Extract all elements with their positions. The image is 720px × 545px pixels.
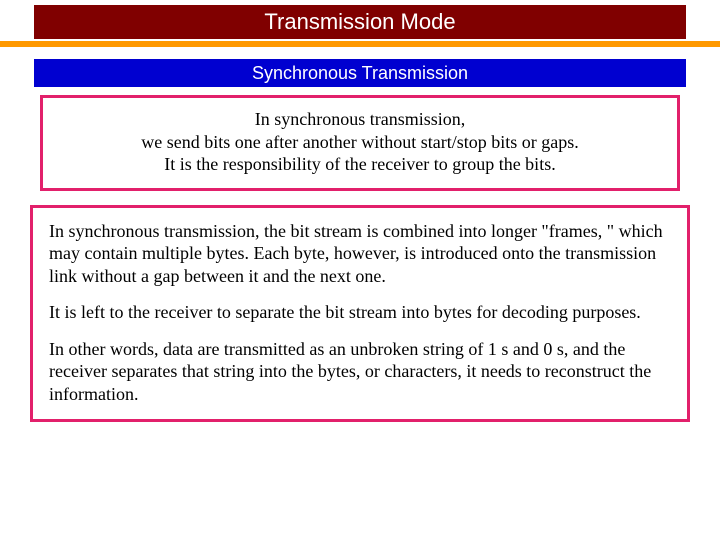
detail-paragraph-1: In synchronous transmission, the bit str… [49, 220, 671, 288]
summary-line-3: It is the responsibility of the receiver… [65, 153, 655, 176]
title-bar: Transmission Mode [34, 5, 686, 39]
slide: Transmission Mode Synchronous Transmissi… [0, 5, 720, 545]
detail-paragraph-3: In other words, data are transmitted as … [49, 338, 671, 406]
summary-line-2: we send bits one after another without s… [65, 131, 655, 154]
title-text: Transmission Mode [264, 9, 455, 34]
subtitle-bar: Synchronous Transmission [34, 59, 686, 87]
accent-stripe [0, 41, 720, 47]
summary-line-1: In synchronous transmission, [65, 108, 655, 131]
detail-box: In synchronous transmission, the bit str… [30, 205, 690, 423]
detail-paragraph-2: It is left to the receiver to separate t… [49, 301, 671, 324]
subtitle-text: Synchronous Transmission [252, 63, 468, 83]
summary-box: In synchronous transmission, we send bit… [40, 95, 680, 191]
